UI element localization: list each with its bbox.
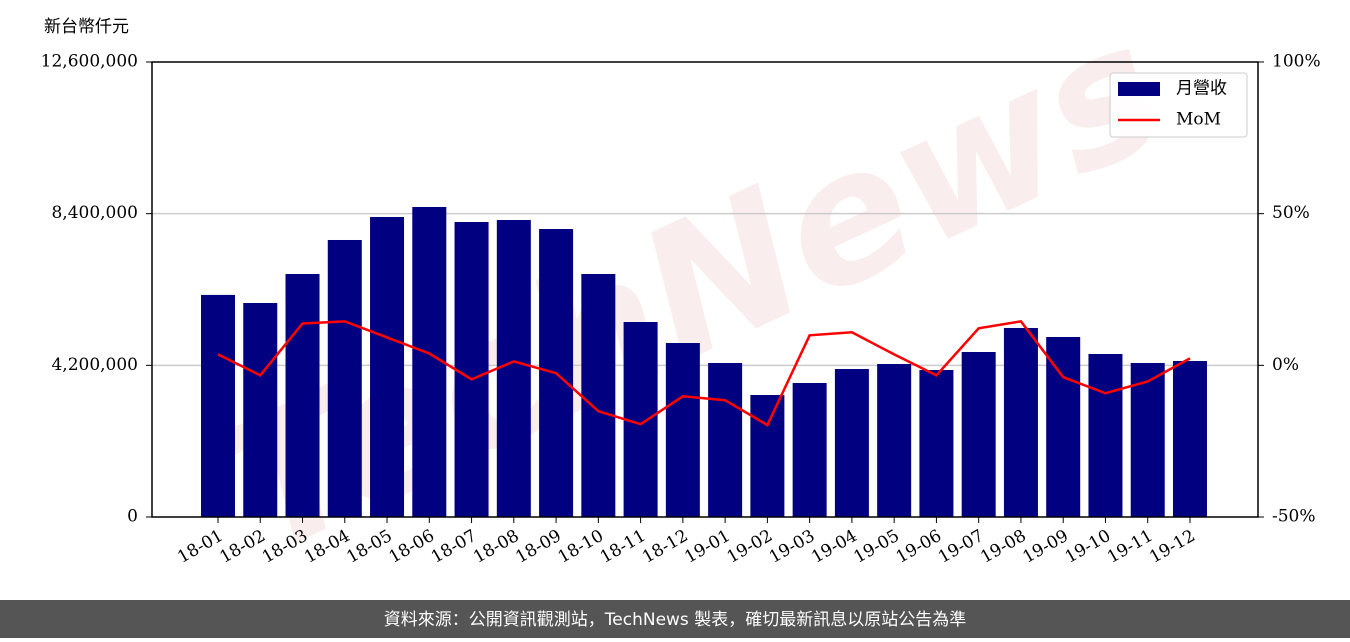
mom-line	[217, 319, 1191, 427]
bar	[327, 239, 362, 517]
x-tick-label: 19-10	[1062, 526, 1114, 568]
x-tick-label: 18-09	[512, 526, 564, 568]
y-tick-label: 0	[127, 507, 138, 527]
x-tick-label: 19-12	[1146, 526, 1198, 568]
footer-bar	[0, 600, 1350, 638]
bar	[1003, 327, 1038, 517]
x-tick-label: 19-04	[808, 526, 860, 568]
x-tick-label: 19-09	[1020, 526, 1072, 568]
x-tick-label: 19-03	[766, 526, 818, 568]
bar	[1172, 361, 1207, 517]
bar	[412, 206, 447, 517]
x-tick-label: 18-08	[470, 526, 522, 568]
y-tick-label: 12,600,000	[41, 52, 138, 72]
legend-swatch	[1118, 82, 1160, 96]
bar	[919, 369, 954, 517]
y2-tick-label: 50%	[1272, 203, 1310, 223]
y2-tick-label: 0%	[1272, 355, 1299, 375]
x-tick-label: 19-11	[1104, 526, 1156, 568]
y2-tick-label: 100%	[1272, 52, 1321, 72]
bar	[792, 382, 827, 517]
legend-label: 月營收	[1176, 79, 1227, 99]
x-tick-label: 19-08	[977, 526, 1029, 568]
bar	[834, 369, 869, 517]
plot-frame	[151, 61, 1259, 518]
bar	[877, 363, 912, 517]
x-tick-label: 19-06	[893, 526, 945, 568]
x-tick-label: 18-10	[555, 526, 607, 568]
bar	[285, 274, 320, 517]
x-tick-label: 18-01	[174, 526, 226, 568]
x-tick-label: 19-05	[850, 526, 902, 568]
bar	[708, 362, 743, 517]
bar	[961, 352, 996, 517]
x-tick-label: 19-02	[724, 526, 776, 568]
bar	[1088, 353, 1123, 517]
x-tick-label: 18-07	[428, 526, 480, 568]
y-tick-label: 4,200,000	[51, 355, 138, 375]
bar	[1046, 336, 1081, 517]
y-tick-label: 8,400,000	[51, 203, 138, 223]
bar	[750, 395, 785, 517]
x-tick-label: 18-11	[597, 526, 649, 568]
bar	[1130, 362, 1165, 517]
footer: 資料來源：公開資訊觀測站，TechNews 製表，確切最新訊息以原站公告為準	[384, 610, 966, 630]
bar	[496, 219, 531, 517]
bar	[243, 303, 278, 517]
y-axis-label: 新台幣仟元	[44, 17, 129, 37]
bar	[454, 222, 489, 517]
bar	[370, 216, 405, 517]
bar	[201, 294, 235, 517]
legend-label: MoM	[1176, 110, 1221, 130]
bar	[665, 343, 700, 517]
y2-tick-label: -50%	[1272, 507, 1316, 527]
x-tick-label: 18-12	[639, 526, 691, 568]
bar	[581, 274, 616, 517]
x-tick-label: 19-07	[935, 526, 987, 568]
x-tick-label: 18-02	[217, 526, 269, 568]
x-tick-label: 19-01	[681, 526, 733, 568]
